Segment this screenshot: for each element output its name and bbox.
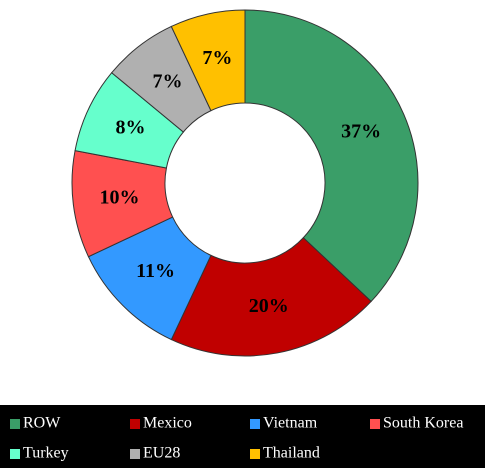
data-label: 8%	[116, 117, 146, 139]
data-label: 20%	[249, 295, 289, 317]
legend-swatch	[250, 449, 260, 459]
legend-label: Turkey	[23, 445, 69, 462]
legend-swatch	[250, 419, 260, 429]
legend-swatch	[10, 449, 20, 459]
legend-swatch	[370, 419, 380, 429]
legend-swatch	[10, 419, 20, 429]
legend-swatch	[130, 419, 140, 429]
legend-label: EU28	[143, 445, 180, 462]
legend-label: Thailand	[263, 445, 320, 462]
data-label: 7%	[152, 71, 182, 93]
donut-slice	[170, 9, 246, 112]
legend-swatch	[130, 449, 140, 459]
donut-slice	[170, 237, 372, 357]
legend-label: South Korea	[383, 415, 463, 432]
legend-background	[0, 405, 485, 468]
data-label: 10%	[99, 186, 139, 208]
donut-slice	[244, 9, 419, 303]
legend-label: ROW	[23, 415, 61, 432]
data-label: 37%	[341, 120, 381, 142]
data-label: 7%	[202, 47, 232, 69]
legend-label: Vietnam	[263, 415, 318, 432]
data-label: 11%	[136, 260, 175, 282]
legend-label: Mexico	[143, 415, 192, 432]
